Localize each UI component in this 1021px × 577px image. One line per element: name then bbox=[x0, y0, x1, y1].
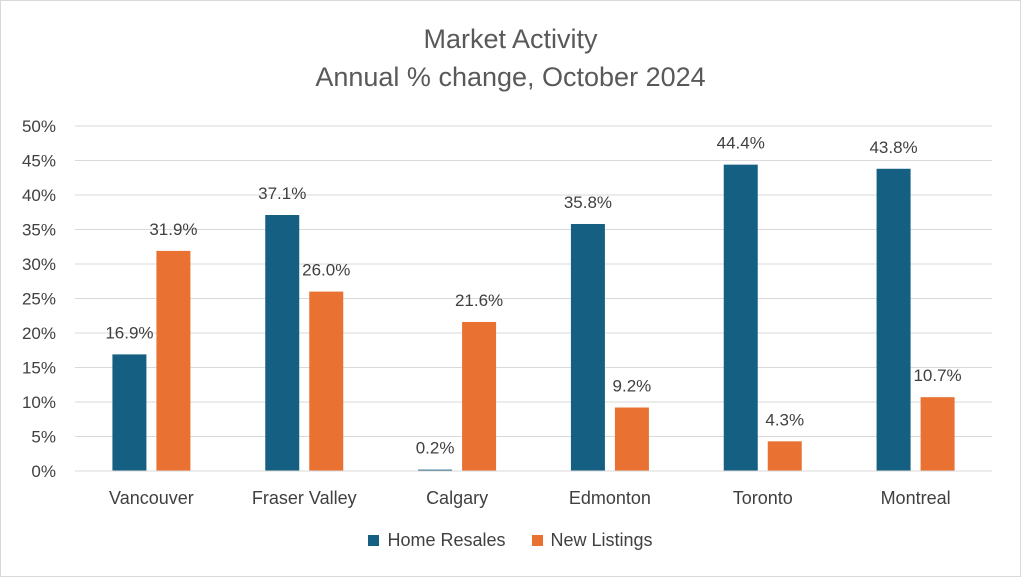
y-tick-label: 20% bbox=[22, 324, 56, 343]
bar bbox=[309, 291, 344, 471]
data-label: 44.4% bbox=[717, 134, 765, 153]
y-tick-label: 0% bbox=[31, 462, 56, 481]
bar bbox=[876, 168, 911, 471]
x-tick-label: Vancouver bbox=[109, 488, 194, 508]
legend-label-home-resales: Home Resales bbox=[387, 530, 506, 550]
x-tick-label: Calgary bbox=[426, 488, 488, 508]
x-tick-label: Toronto bbox=[733, 488, 793, 508]
bar bbox=[723, 164, 758, 471]
legend-item-home-resales: Home Resales bbox=[368, 530, 506, 551]
y-tick-label: 5% bbox=[31, 428, 56, 447]
chart-title: Market Activity bbox=[423, 24, 598, 54]
bar bbox=[418, 469, 453, 471]
data-label: 35.8% bbox=[564, 193, 612, 212]
data-label: 16.9% bbox=[105, 323, 153, 342]
y-tick-label: 35% bbox=[22, 221, 56, 240]
x-tick-label: Fraser Valley bbox=[252, 488, 357, 508]
legend-item-new-listings: New Listings bbox=[531, 530, 653, 551]
bar bbox=[462, 321, 497, 471]
bar bbox=[112, 354, 147, 471]
y-tick-label: 40% bbox=[22, 186, 56, 205]
y-tick-label: 50% bbox=[22, 117, 56, 136]
x-tick-label: Montreal bbox=[881, 488, 951, 508]
bar bbox=[265, 215, 300, 471]
legend-swatch-home-resales bbox=[368, 535, 380, 546]
bar bbox=[614, 407, 649, 471]
legend-swatch-new-listings bbox=[531, 535, 543, 546]
y-tick-label: 45% bbox=[22, 152, 56, 171]
data-label: 0.2% bbox=[416, 439, 455, 458]
legend: Home Resales New Listings bbox=[0, 530, 1021, 551]
data-label: 43.8% bbox=[869, 138, 917, 157]
bar bbox=[156, 250, 191, 471]
data-label: 26.0% bbox=[302, 261, 350, 280]
y-tick-label: 10% bbox=[22, 393, 56, 412]
y-tick-label: 25% bbox=[22, 290, 56, 309]
data-label: 10.7% bbox=[913, 366, 961, 385]
bar bbox=[767, 441, 802, 471]
x-tick-label: Edmonton bbox=[569, 488, 651, 508]
data-label: 9.2% bbox=[613, 377, 652, 396]
bar bbox=[920, 397, 955, 471]
data-label: 4.3% bbox=[765, 410, 804, 429]
data-label: 21.6% bbox=[455, 291, 503, 310]
chart-subtitle: Annual % change, October 2024 bbox=[315, 62, 706, 92]
y-tick-label: 30% bbox=[22, 255, 56, 274]
bar bbox=[570, 223, 605, 471]
data-label: 37.1% bbox=[258, 184, 306, 203]
legend-label-new-listings: New Listings bbox=[550, 530, 653, 550]
y-tick-label: 15% bbox=[22, 359, 56, 378]
data-label: 31.9% bbox=[149, 220, 197, 239]
